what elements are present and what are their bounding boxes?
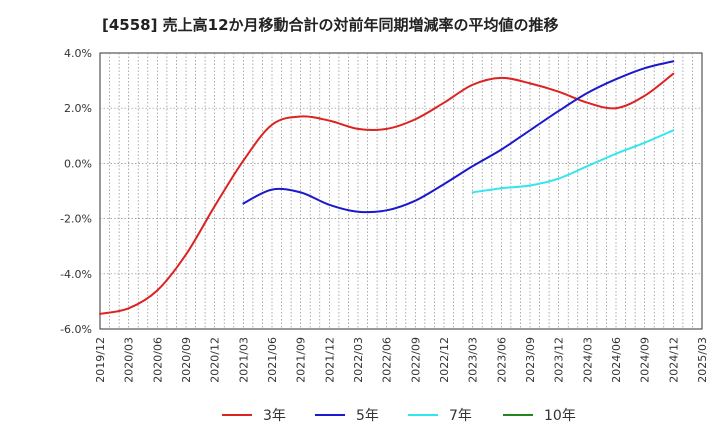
y-tick-label: 4.0% <box>64 47 92 60</box>
x-tick-label: 2022/06 <box>381 337 394 383</box>
series-line-2 <box>242 60 675 214</box>
x-tick-label: 2022/09 <box>409 337 422 383</box>
x-tick-label: 2023/03 <box>467 337 480 383</box>
y-tick-label: -4.0% <box>60 268 92 281</box>
series-line-1 <box>99 72 675 315</box>
series-line-3 <box>471 129 675 194</box>
x-tick-label: 2023/09 <box>524 337 537 383</box>
chart-title: [4558] 売上高12か月移動合計の対前年同期増減率の平均値の推移 <box>102 16 559 34</box>
legend-label: 3年 <box>263 408 286 424</box>
x-tick-label: 2024/06 <box>610 337 623 383</box>
y-tick-label: -6.0% <box>60 323 92 336</box>
x-tick-label: 2024/09 <box>639 337 652 383</box>
gridlines <box>100 53 702 329</box>
y-axis: 4.0% 2.0% 0.0% -2.0% -4.0% -6.0% <box>60 47 92 336</box>
legend-label: 7年 <box>449 408 472 424</box>
y-tick-label: 0.0% <box>64 157 92 170</box>
plot-area <box>99 52 703 330</box>
series-layer <box>99 60 675 315</box>
y-tick-label: 2.0% <box>64 102 92 115</box>
legend-label: 10年 <box>544 408 576 424</box>
x-tick-label: 2021/09 <box>295 337 308 383</box>
x-tick-label: 2024/12 <box>667 337 680 383</box>
x-tick-label: 2020/12 <box>209 337 222 383</box>
x-tick-label: 2025/03 <box>696 337 709 383</box>
y-tick-label: -2.0% <box>60 213 92 226</box>
plot-frame <box>99 52 703 330</box>
x-tick-label: 2022/03 <box>352 337 365 383</box>
x-tick-label: 2024/03 <box>581 337 594 383</box>
x-tick-label: 2022/12 <box>438 337 451 383</box>
legend: 3年 5年 7年 10年 <box>222 408 576 424</box>
x-tick-label: 2020/09 <box>180 337 193 383</box>
x-tick-label: 2021/12 <box>323 337 336 383</box>
x-tick-label: 2023/12 <box>553 337 566 383</box>
x-tick-label: 2021/03 <box>237 337 250 383</box>
x-tick-label: 2020/03 <box>123 337 136 383</box>
x-tick-label: 2020/06 <box>151 337 164 383</box>
x-axis: 2019/12 2020/03 2020/06 2020/09 2020/12 2021/… <box>94 337 709 383</box>
legend-label: 5年 <box>356 408 379 424</box>
x-tick-label: 2021/06 <box>266 337 279 383</box>
x-tick-label: 2023/06 <box>495 337 508 383</box>
x-tick-label: 2019/12 <box>94 337 107 383</box>
